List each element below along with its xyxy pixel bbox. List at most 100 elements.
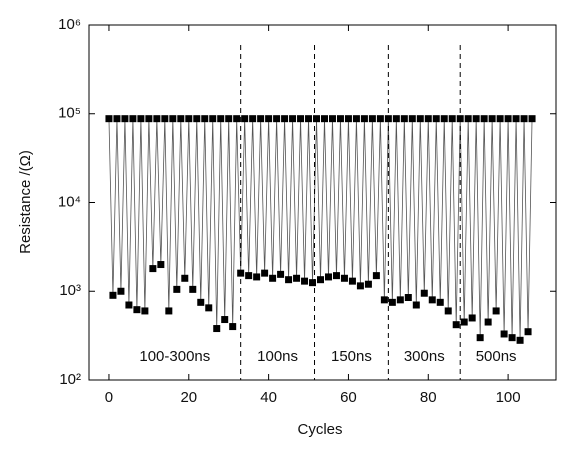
- data-point: [177, 115, 185, 123]
- data-point: [320, 115, 328, 123]
- y-tick-label: 10⁵: [58, 105, 81, 122]
- data-point: [480, 115, 488, 123]
- data-point: [460, 318, 468, 326]
- data-point: [165, 307, 173, 315]
- data-point: [293, 274, 301, 282]
- data-point: [424, 115, 432, 123]
- data-point: [444, 307, 452, 315]
- data-point: [105, 115, 113, 123]
- data-point: [153, 115, 161, 123]
- data-point: [484, 318, 492, 326]
- data-point: [356, 282, 364, 290]
- data-point: [305, 115, 313, 123]
- data-point: [408, 115, 416, 123]
- x-tick-label: 20: [180, 389, 197, 406]
- data-point: [113, 115, 121, 123]
- data-point: [169, 115, 177, 123]
- data-point: [161, 115, 169, 123]
- region-label: 100-300ns: [139, 348, 210, 365]
- y-axis-label: Resistance /(Ω): [17, 150, 34, 254]
- data-point: [289, 115, 297, 123]
- data-point: [448, 115, 456, 123]
- data-point: [520, 115, 528, 123]
- data-point: [464, 115, 472, 123]
- data-point: [229, 323, 237, 331]
- data-point: [524, 328, 532, 336]
- data-point: [301, 277, 309, 285]
- data-point: [217, 115, 225, 123]
- data-point: [440, 115, 448, 123]
- data-point: [265, 115, 273, 123]
- data-point: [193, 115, 201, 123]
- data-point: [221, 316, 229, 324]
- region-label: 150ns: [331, 348, 372, 365]
- data-point: [189, 285, 197, 293]
- data-point: [245, 272, 253, 280]
- data-point: [253, 273, 261, 281]
- data-point: [388, 298, 396, 306]
- data-point: [185, 115, 193, 123]
- y-tick-label: 10²: [59, 371, 81, 388]
- region-label: 500ns: [476, 348, 517, 365]
- data-point: [121, 115, 129, 123]
- data-point: [380, 296, 388, 304]
- data-point: [141, 307, 149, 315]
- data-point: [109, 291, 117, 299]
- data-point: [500, 330, 508, 338]
- data-point: [504, 115, 512, 123]
- data-point: [273, 115, 281, 123]
- x-tick-label: 0: [105, 389, 113, 406]
- data-point: [452, 321, 460, 329]
- data-point: [285, 276, 293, 284]
- data-point: [348, 277, 356, 285]
- data-point: [404, 294, 412, 302]
- data-point: [512, 115, 520, 123]
- data-point: [173, 285, 181, 293]
- data-point: [297, 115, 305, 123]
- data-point: [328, 115, 336, 123]
- data-point: [181, 274, 189, 282]
- data-point: [488, 115, 496, 123]
- data-point: [117, 287, 125, 295]
- data-point: [233, 115, 241, 123]
- data-point: [340, 274, 348, 282]
- data-point: [344, 115, 352, 123]
- x-tick-label: 60: [340, 389, 357, 406]
- data-point: [416, 115, 424, 123]
- y-tick-label: 10³: [59, 282, 81, 299]
- data-point: [476, 334, 484, 342]
- data-point: [269, 274, 277, 282]
- region-label: 100ns: [257, 348, 298, 365]
- data-point: [309, 279, 317, 287]
- data-point: [432, 115, 440, 123]
- data-point: [157, 261, 165, 269]
- data-point: [412, 301, 420, 309]
- data-point: [516, 336, 524, 344]
- data-point: [392, 115, 400, 123]
- x-tick-label: 40: [260, 389, 277, 406]
- data-point: [396, 296, 404, 304]
- data-point: [125, 301, 133, 309]
- data-point: [317, 276, 325, 284]
- y-tick-label: 10⁶: [58, 16, 81, 33]
- data-point: [508, 334, 516, 342]
- data-point: [332, 272, 340, 280]
- data-point: [149, 265, 157, 273]
- data-point: [400, 115, 408, 123]
- data-point: [420, 289, 428, 297]
- data-point: [313, 115, 321, 123]
- data-point: [492, 307, 500, 315]
- data-point: [360, 115, 368, 123]
- data-point: [129, 115, 137, 123]
- data-point: [145, 115, 153, 123]
- data-point: [372, 272, 380, 280]
- data-point: [496, 115, 504, 123]
- data-point: [472, 115, 480, 123]
- data-point: [133, 306, 141, 314]
- x-tick-label: 100: [496, 389, 521, 406]
- data-line: [108, 118, 533, 341]
- x-axis-label: Cycles: [297, 421, 342, 438]
- data-point: [336, 115, 344, 123]
- y-tick-label: 10⁴: [58, 193, 81, 210]
